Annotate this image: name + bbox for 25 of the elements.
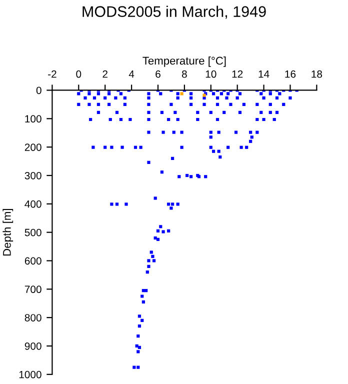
y-tick-label: 900 bbox=[24, 342, 42, 350]
x-tick-label: 2 bbox=[102, 70, 108, 78]
y-tick-label: 100 bbox=[25, 115, 42, 123]
x-tick-label: 10 bbox=[206, 70, 216, 78]
y-tick-label: 1000 bbox=[19, 370, 42, 378]
x-tick-label: 8 bbox=[182, 70, 187, 78]
x-tick-label: 0 bbox=[76, 70, 82, 78]
y-tick-label: 200 bbox=[24, 144, 42, 151]
x-tick-label: 6 bbox=[156, 70, 160, 78]
x-tick-label: 12 bbox=[232, 70, 243, 78]
x-tick-label: 16 bbox=[285, 70, 296, 78]
x-tick-label: 14 bbox=[258, 70, 270, 78]
chart-title: MODS2005 in March, 1949 bbox=[82, 6, 266, 19]
y-tick-label: 600 bbox=[24, 257, 42, 265]
x-tick-label: -2 bbox=[48, 70, 56, 78]
x-tick-label: 18 bbox=[312, 70, 322, 78]
y-tick-label: 800 bbox=[24, 314, 42, 322]
x-tick-label: 4 bbox=[128, 70, 134, 78]
y-tick-label: 500 bbox=[24, 228, 42, 236]
y-tick-label: 0 bbox=[36, 86, 42, 94]
y-tick-label: 700 bbox=[24, 286, 42, 294]
y-axis-title: Depth [m] bbox=[2, 209, 14, 256]
x-axis-title: Temperature [°C] bbox=[142, 56, 226, 67]
y-tick-label: 400 bbox=[24, 200, 42, 208]
y-tick-label: 300 bbox=[24, 172, 42, 180]
